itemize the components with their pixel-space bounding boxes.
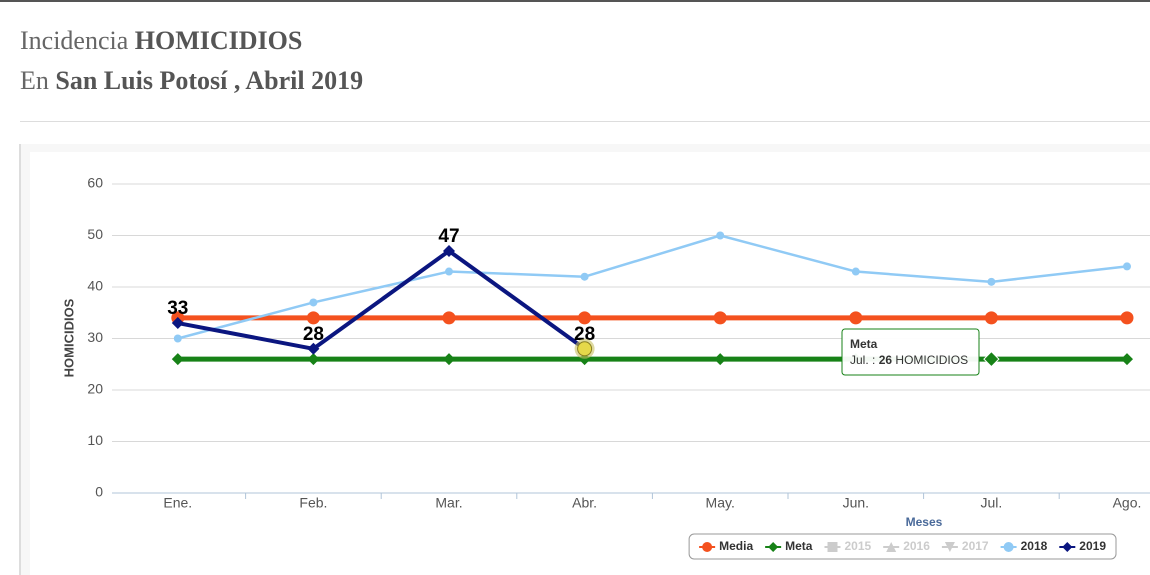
marker <box>309 298 318 307</box>
x-tick-label: Ene. <box>163 495 192 511</box>
marker <box>445 267 453 276</box>
series-line <box>177 248 586 351</box>
x-tick-label: May. <box>706 495 735 511</box>
marker <box>984 311 998 325</box>
legend-label: 2018 <box>1021 539 1048 553</box>
divider <box>20 121 1150 122</box>
legend-label: 2019 <box>1079 539 1106 553</box>
marker <box>171 353 184 366</box>
y-tick-label: 20 <box>87 381 103 397</box>
marker <box>307 342 320 355</box>
title-prefix: Incidencia <box>20 26 129 55</box>
tooltip-title: Meta <box>850 337 878 351</box>
subtitle-prefix: En <box>20 66 49 95</box>
subtitle-suffix: , Abril 2019 <box>233 66 364 95</box>
marker <box>578 311 592 325</box>
marker <box>702 542 713 552</box>
y-tick-label: 60 <box>87 175 103 191</box>
y-tick-label: 40 <box>87 278 103 294</box>
marker <box>987 277 996 286</box>
hover-dot <box>577 341 593 357</box>
marker <box>442 311 456 325</box>
y-tick-label: 0 <box>95 484 103 500</box>
marker <box>171 317 184 330</box>
marker <box>580 272 589 281</box>
marker <box>1123 262 1131 271</box>
marker <box>306 311 320 325</box>
marker <box>851 267 860 276</box>
x-tick-label: Ago. <box>1113 495 1142 511</box>
x-tick-label: Jul. <box>981 495 1003 511</box>
tooltip-text: Jul. : 26 HOMICIDIOS <box>850 353 968 367</box>
marker <box>983 350 1000 368</box>
y-tick-label: 10 <box>87 432 103 448</box>
marker <box>1121 353 1133 366</box>
subtitle: En San Luis Potosí , Abril 2019 <box>20 66 363 96</box>
data-label: 28 <box>303 324 324 345</box>
marker <box>944 542 955 552</box>
x-tick-label: Feb. <box>299 495 327 511</box>
data-label: 33 <box>167 298 188 319</box>
marker <box>1120 311 1134 325</box>
marker <box>307 353 320 366</box>
top-border <box>0 0 1150 2</box>
legend-label: Media <box>719 539 753 553</box>
x-axis-title: Meses <box>906 515 943 529</box>
marker <box>1003 542 1014 552</box>
title: Incidencia HOMICIDIOS <box>20 26 302 56</box>
data-label: 28 <box>574 324 595 345</box>
legend-label: 2016 <box>903 539 930 553</box>
marker <box>716 231 725 240</box>
legend: Media Meta 2015 2016 2017 2018 2019 <box>688 533 1117 560</box>
tooltip-part: Jul. <box>850 353 869 367</box>
legend-label: 2017 <box>962 539 989 553</box>
y-tick-label: 30 <box>87 329 103 345</box>
marker <box>443 244 455 257</box>
tooltip-part: 26 <box>879 353 893 367</box>
series-line <box>177 234 1128 340</box>
y-tick-label: 50 <box>87 226 103 242</box>
x-tick-label: Jun. <box>843 495 869 511</box>
legend-box <box>688 533 1117 560</box>
marker <box>849 311 863 325</box>
marker <box>173 334 182 343</box>
plot-background <box>30 152 1150 575</box>
marker <box>886 542 897 552</box>
marker <box>827 542 838 552</box>
y-axis-title: HOMICIDIOS <box>61 298 76 377</box>
marker <box>443 353 455 366</box>
x-tick-label: Mar. <box>435 495 462 511</box>
marker <box>714 353 727 366</box>
legend-label: 2015 <box>844 539 871 553</box>
marker <box>768 542 779 552</box>
data-label: 47 <box>438 226 459 247</box>
subtitle-place: San Luis Potosí <box>55 66 228 95</box>
marker <box>713 311 727 325</box>
marker <box>1062 542 1073 552</box>
tooltip-part: HOMICIDIOS <box>895 353 968 367</box>
tooltip-box <box>841 328 980 376</box>
tooltip-part: : <box>872 353 875 367</box>
title-subject: HOMICIDIOS <box>134 26 303 55</box>
legend-label: Meta <box>785 539 813 553</box>
x-tick-label: Abr. <box>572 495 597 511</box>
